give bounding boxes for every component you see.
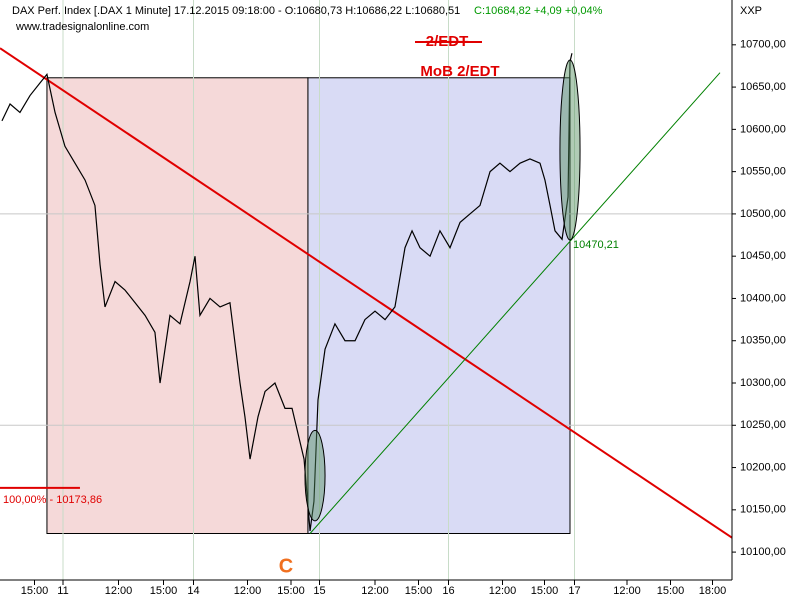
highlight	[559, 59, 581, 241]
y-tick-label: 10450,00	[740, 250, 786, 262]
plot-area	[0, 0, 733, 580]
trendline	[0, 47, 733, 539]
price-line	[1, 53, 573, 532]
y-tick-label: 10700,00	[740, 39, 786, 51]
x-tick-label: 15:00	[277, 585, 305, 597]
quote: C:10684,82 +4,09 +0,04%	[474, 5, 603, 17]
x-tick-label: 14	[187, 585, 199, 597]
y-tick-label: 10350,00	[740, 335, 786, 347]
y-tick-label: 10300,00	[740, 377, 786, 389]
axis-label: XXP	[740, 5, 762, 17]
y-tick-label: 10200,00	[740, 461, 786, 473]
trendline	[309, 72, 721, 534]
x-tick-label: 17	[568, 585, 580, 597]
x-tick-label: 15:00	[531, 585, 559, 597]
x-tick-label: 16	[442, 585, 454, 597]
y-tick-label: 10650,00	[740, 81, 786, 93]
range-box	[307, 77, 571, 534]
x-tick-label: 15:00	[150, 585, 178, 597]
level-label: 100,00% - 10173,86	[3, 494, 102, 506]
y-tick-label: 10500,00	[740, 208, 786, 220]
range-box	[46, 77, 309, 534]
x-tick-label: 15:00	[657, 585, 685, 597]
x-tick-label: 12:00	[489, 585, 517, 597]
annotation: MoB 2/EDT	[420, 63, 499, 80]
y-tick-label: 10550,00	[740, 166, 786, 178]
chart-title: DAX Perf. Index [.DAX 1 Minute] 17.12.20…	[12, 5, 460, 17]
x-tick-label: 12:00	[234, 585, 262, 597]
x-tick-label: 12:00	[105, 585, 133, 597]
y-tick-label: 10250,00	[740, 419, 786, 431]
x-tick-label: 15:00	[21, 585, 49, 597]
annotation: C	[279, 555, 293, 577]
x-tick-label: 15	[313, 585, 325, 597]
highlight	[304, 429, 326, 522]
y-tick-label: 10100,00	[740, 546, 786, 558]
y-tick-label: 10150,00	[740, 504, 786, 516]
y-tick-label: 10400,00	[740, 292, 786, 304]
x-tick-label: 18:00	[699, 585, 727, 597]
annotation: 10470,21	[573, 239, 619, 251]
x-tick-label: 12:00	[361, 585, 389, 597]
x-tick-label: 11	[57, 585, 68, 597]
y-tick-label: 10600,00	[740, 123, 786, 135]
source: www.tradesignalonline.com	[15, 21, 149, 33]
x-tick-label: 12:00	[613, 585, 641, 597]
x-tick-label: 15:00	[405, 585, 433, 597]
